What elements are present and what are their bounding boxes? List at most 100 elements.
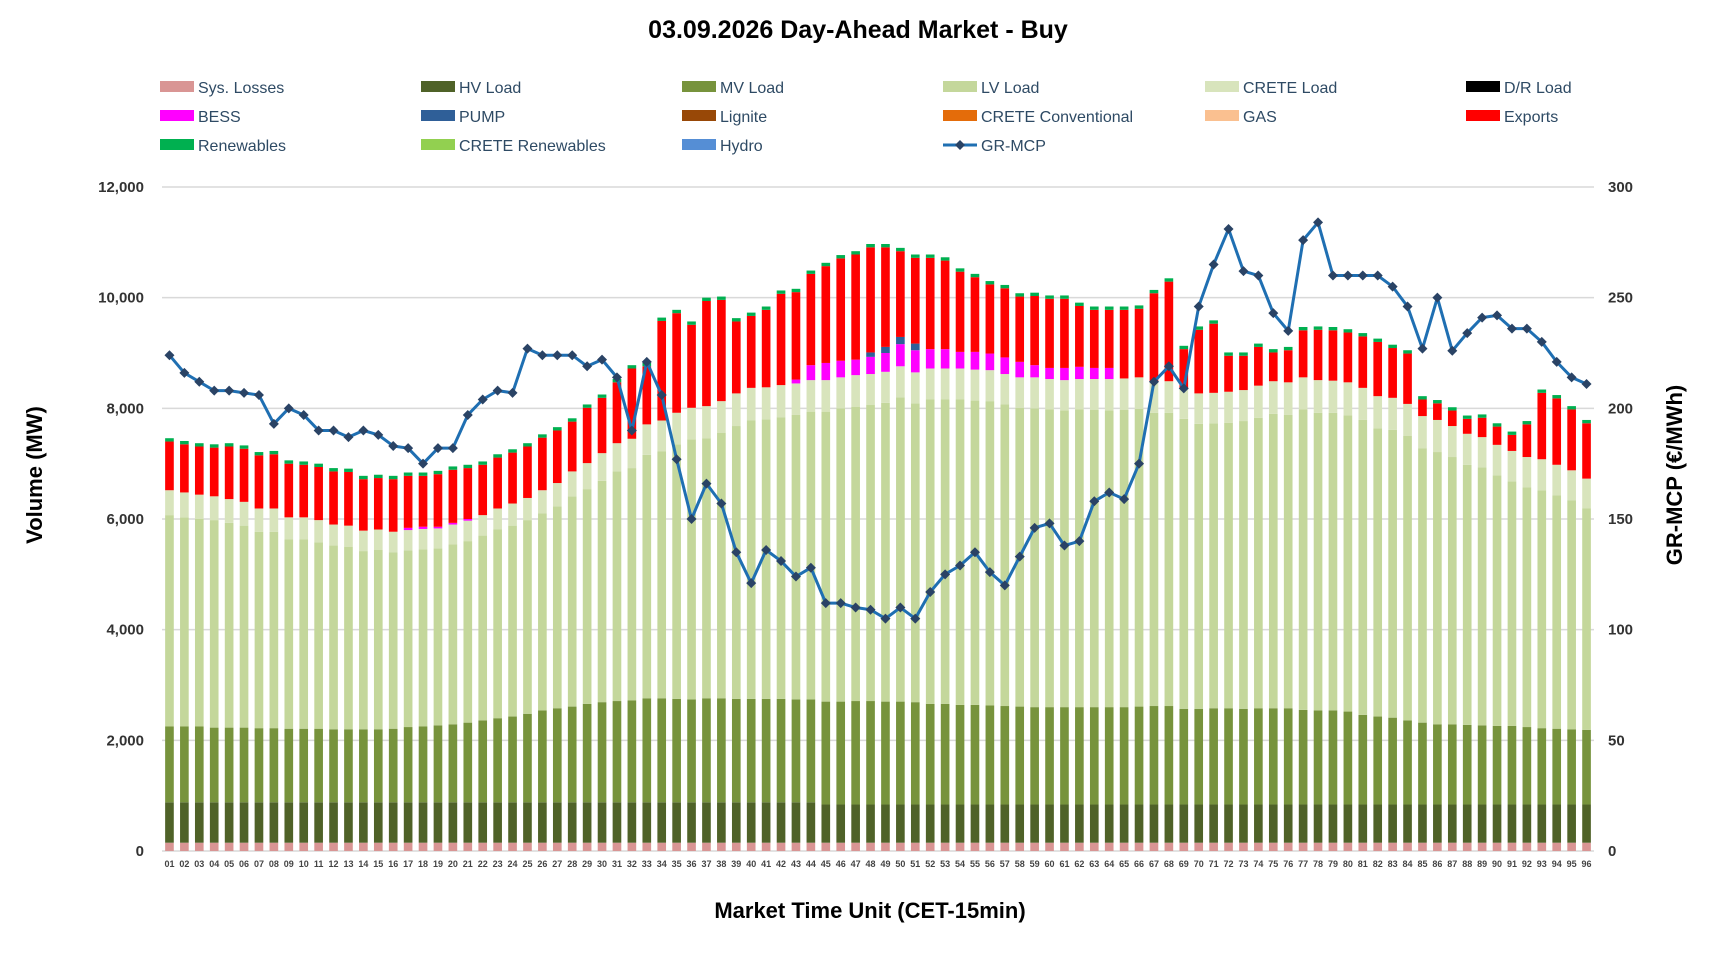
bar-renewables — [672, 309, 681, 314]
legend-item-crete-renewables: CRETE Renewables — [421, 138, 606, 155]
bar-hv-load — [702, 802, 711, 843]
bar-bess — [1015, 361, 1025, 378]
line-point — [1163, 361, 1174, 372]
bar-sys-losses — [1433, 842, 1442, 851]
bar-lv-load — [314, 542, 323, 729]
line-point — [1253, 270, 1264, 281]
y2-tick-label: 250 — [1608, 290, 1633, 307]
bar-hv-load — [1164, 804, 1174, 843]
bar-sys-losses — [344, 842, 353, 851]
bar-lv-load — [1134, 408, 1144, 707]
bar-renewables — [597, 394, 607, 398]
bar-hv-load — [1209, 804, 1218, 843]
line-point — [522, 343, 533, 354]
bar-lv-load — [1119, 409, 1129, 708]
line-point — [179, 367, 190, 378]
line-point — [969, 547, 980, 558]
line-point — [1089, 496, 1100, 507]
bar-lv-load — [582, 489, 592, 704]
bar-exports — [1268, 352, 1278, 382]
bar-hv-load — [627, 802, 637, 843]
bar-pump — [866, 352, 875, 357]
bar-sys-losses — [433, 842, 443, 851]
bar-mv-load — [1298, 709, 1308, 805]
bar-crete-load — [1075, 379, 1084, 410]
y-axis-left: 0 2,000 4,000 6,000 8,000 10,000 12,000 — [98, 179, 144, 860]
bar-mv-load — [1179, 708, 1189, 805]
bar-exports — [552, 430, 562, 484]
x-tick-label: 68 — [1164, 859, 1174, 869]
bar-renewables — [821, 262, 831, 267]
bar-lv-load — [165, 515, 174, 727]
x-tick-label: 56 — [985, 859, 995, 869]
bar-renewables — [508, 449, 517, 453]
bar-renewables — [731, 318, 741, 322]
bar-hv-load — [224, 802, 234, 843]
bar-mv-load — [1015, 706, 1025, 805]
x-tick-label: 31 — [612, 859, 622, 869]
bar-bess — [940, 349, 950, 369]
x-tick-label: 21 — [463, 859, 473, 869]
legend-swatch — [682, 81, 716, 92]
legend-item-renewables: Renewables — [160, 138, 286, 155]
bar-exports — [478, 464, 488, 516]
bar-exports — [493, 457, 502, 509]
bar-mv-load — [866, 701, 875, 805]
x-tick-label: 19 — [433, 859, 443, 869]
bar-lv-load — [209, 520, 219, 728]
bar-hv-load — [896, 804, 905, 843]
bar-lv-load — [1358, 419, 1368, 715]
bar-sys-losses — [1194, 842, 1204, 851]
x-tick-label: 74 — [1253, 859, 1263, 869]
bar-lv-load — [881, 402, 890, 702]
bar-crete-load — [1179, 387, 1189, 419]
bar-renewables — [180, 440, 189, 445]
bar-hv-load — [731, 802, 741, 843]
bar-renewables — [1000, 284, 1010, 289]
x-tick-label: 85 — [1417, 859, 1427, 869]
bar-hv-load — [448, 802, 458, 843]
x-tick-label: 13 — [343, 859, 353, 869]
legend-label: Sys. Losses — [198, 80, 284, 97]
bar-mv-load — [985, 705, 995, 805]
bar-lv-load — [1045, 409, 1054, 708]
bar-exports — [1075, 305, 1084, 367]
x-tick-label: 23 — [493, 859, 503, 869]
bar-hv-load — [209, 802, 219, 843]
bar-lv-load — [373, 549, 383, 730]
bar-exports — [1462, 418, 1472, 434]
x-axis: 01 02 03 04 05 06 07 08 09 10 11 12 13 14 15 16 17 18 19 20… — [164, 859, 1591, 869]
line-point — [1372, 270, 1383, 281]
bar-renewables — [1104, 306, 1114, 310]
bar-crete-load — [403, 530, 413, 551]
line-point — [209, 385, 220, 396]
line-point — [1521, 323, 1532, 334]
bar-crete-load — [463, 520, 473, 542]
bar-hv-load — [597, 802, 607, 843]
x-tick-label: 38 — [716, 859, 726, 869]
x-tick-label: 02 — [179, 859, 189, 869]
line-point — [1298, 235, 1309, 246]
line-point — [537, 350, 548, 361]
line-point — [1104, 487, 1115, 498]
legend-label: LV Load — [981, 80, 1039, 97]
bar-mv-load — [359, 729, 368, 803]
bar-renewables — [1433, 400, 1442, 404]
bar-lv-load — [403, 550, 413, 728]
bar-bess — [1045, 367, 1054, 380]
legend-marker — [955, 140, 965, 150]
line-point — [1283, 325, 1294, 336]
bar-sys-losses — [717, 842, 726, 851]
bar-crete-load — [702, 406, 711, 439]
bar-exports — [239, 448, 249, 502]
line-point — [880, 613, 891, 624]
bar-exports — [344, 471, 353, 526]
bar-exports — [1343, 332, 1353, 383]
legend-swatch — [160, 81, 194, 92]
bar-lv-load — [194, 519, 204, 727]
bar-exports — [1328, 330, 1338, 381]
bar-crete-load — [896, 366, 905, 398]
line-point — [805, 562, 816, 573]
x-tick-label: 06 — [239, 859, 249, 869]
